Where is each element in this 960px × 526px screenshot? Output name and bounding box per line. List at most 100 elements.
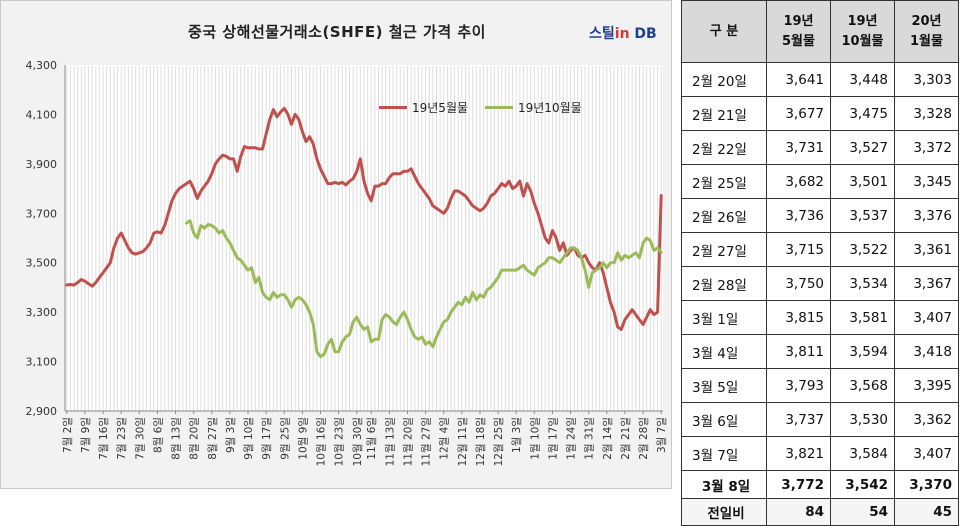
price-table-panel: 구 분 19년 5월물 19년 10월물 20년 1월물 2월 20일 3,641…: [681, 0, 959, 526]
price-cell: 3,594: [830, 334, 895, 369]
price-cell: 3,821: [766, 436, 831, 471]
y-tick-label: 3,900: [26, 158, 58, 171]
x-tick-label: 7월 16일: [97, 417, 110, 460]
x-tick-label: 7월 2일: [61, 417, 74, 453]
brand-logo: 스틸in DB: [589, 23, 657, 43]
x-tick-label: 2월 28일: [637, 417, 650, 460]
row-date: 2월 22일: [681, 130, 767, 165]
row-date: 2월 21일: [681, 96, 767, 131]
price-cell: 3,737: [766, 402, 831, 437]
brand-accent: in: [614, 26, 630, 42]
row-date: 2월 27일: [681, 232, 767, 267]
table-row: 2월 27일 3,715 3,522 3,361: [681, 232, 959, 267]
price-cell: 3,418: [894, 334, 959, 369]
series-line-2: [184, 219, 663, 359]
price-cell: 3,677: [766, 96, 831, 131]
table-header-row: 구 분 19년 5월물 19년 10월물 20년 1월물: [681, 0, 959, 63]
price-cell: 3,736: [766, 198, 831, 233]
table-body: 2월 20일 3,641 3,448 3,303 2월 21일 3,677 3,475 3,3…: [681, 62, 959, 526]
price-cell: 54: [830, 498, 895, 526]
price-cell: 3,731: [766, 130, 831, 165]
price-cell: 3,537: [830, 198, 895, 233]
x-tick-label: 1월 31일: [583, 417, 596, 460]
price-table: 구 분 19년 5월물 19년 10월물 20년 1월물 2월 20일 3,641…: [681, 0, 959, 526]
price-cell: 3,641: [766, 62, 831, 97]
legend-label: 19년5월물: [412, 101, 469, 115]
price-cell: 3,362: [894, 402, 959, 437]
price-cell: 3,584: [830, 436, 895, 471]
x-tick-label: 11월 6일: [365, 417, 378, 460]
header-category: 구 분: [681, 0, 767, 63]
x-tick-label: 12월 11일: [456, 417, 469, 466]
price-cell: 3,682: [766, 164, 831, 199]
table-row: 2월 28일 3,750 3,534 3,367: [681, 266, 959, 301]
x-tick-label: 11월 13일: [383, 417, 396, 466]
price-cell: 3,448: [830, 62, 895, 97]
row-date: 2월 20일: [681, 62, 767, 97]
line-chart: 2,900 3,100 3,300 3,500 3,700 3,900 4,100 4,300…: [26, 59, 669, 466]
price-cell: 3,772: [766, 470, 831, 499]
price-cell: 3,501: [830, 164, 895, 199]
table-row: 2월 25일 3,682 3,501 3,345: [681, 164, 959, 199]
x-tick-label: 11월 27일: [420, 417, 433, 466]
price-cell: 3,407: [894, 300, 959, 335]
legend-series-1: 19년5월물: [379, 99, 468, 116]
row-date: 3월 6일: [681, 402, 767, 437]
x-tick-label: 10월 16일: [315, 417, 328, 466]
x-tick-label: 1월 3일: [510, 417, 523, 453]
price-cell: 3,407: [894, 436, 959, 471]
row-date: 전일비: [681, 498, 767, 526]
table-row-today: 3월 8일 3,772 3,542 3,370: [681, 470, 959, 499]
table-row: 2월 26일 3,736 3,537 3,376: [681, 198, 959, 233]
x-tick-label: 1월 10일: [528, 417, 541, 460]
price-cell: 3,793: [766, 368, 831, 403]
price-cell: 3,475: [830, 96, 895, 131]
y-tick-label: 3,700: [26, 207, 58, 220]
y-tick-label: 3,500: [26, 257, 58, 270]
price-cell: 3,361: [894, 232, 959, 267]
price-cell: 3,345: [894, 164, 959, 199]
table-row: 2월 22일 3,731 3,527 3,372: [681, 130, 959, 165]
header-oct19-label: 19년 10월물: [841, 13, 884, 49]
table-row: 3월 1일 3,815 3,581 3,407: [681, 300, 959, 335]
price-cell: 3,303: [894, 62, 959, 97]
x-tick-label: 7월 23일: [115, 417, 128, 460]
y-tick-label: 2,900: [26, 405, 58, 418]
table-row: 3월 4일 3,811 3,594 3,418: [681, 334, 959, 369]
price-cell: 3,367: [894, 266, 959, 301]
legend-swatch: [379, 106, 407, 109]
legend-label: 19년10월물: [518, 101, 582, 115]
table-row: 2월 21일 3,677 3,475 3,328: [681, 96, 959, 131]
price-cell: 3,370: [894, 470, 959, 499]
header-oct19: 19년 10월물: [830, 0, 895, 63]
row-date: 2월 25일: [681, 164, 767, 199]
header-jan20: 20년 1월물: [894, 0, 959, 63]
row-date: 2월 26일: [681, 198, 767, 233]
x-tick-label: 8월 13일: [170, 417, 183, 460]
price-cell: 3,395: [894, 368, 959, 403]
brand-main: 스틸: [589, 26, 615, 42]
y-tick-label: 4,300: [26, 59, 58, 72]
x-tick-label: 7월 30일: [133, 417, 146, 460]
y-tick-label: 3,300: [26, 306, 58, 319]
x-tick-label: 12월 18일: [474, 417, 487, 466]
chart-title: 중국 상해선물거래소(SHFE) 철근 가격 추이: [188, 23, 486, 41]
header-may19: 19년 5월물: [766, 0, 831, 63]
price-cell: 3,542: [830, 470, 895, 499]
chart-panel: 2,900 3,100 3,300 3,500 3,700 3,900 4,100 4,300…: [0, 0, 672, 489]
table-row: 3월 5일 3,793 3,568 3,395: [681, 368, 959, 403]
price-cell: 3,568: [830, 368, 895, 403]
row-date: 3월 4일: [681, 334, 767, 369]
x-tick-label: 7월 9일: [79, 417, 92, 453]
row-date: 3월 7일: [681, 436, 767, 471]
price-cell: 3,750: [766, 266, 831, 301]
price-cell: 45: [894, 498, 959, 526]
price-cell: 3,522: [830, 232, 895, 267]
price-cell: 3,534: [830, 266, 895, 301]
price-cell: 3,530: [830, 402, 895, 437]
table-row-diff: 전일비 84 54 45: [681, 498, 959, 526]
x-tick-label: 12월 25일: [492, 417, 505, 466]
price-cell: 3,811: [766, 334, 831, 369]
legend-swatch: [485, 106, 513, 109]
table-row: 3월 6일 3,737 3,530 3,362: [681, 402, 959, 437]
